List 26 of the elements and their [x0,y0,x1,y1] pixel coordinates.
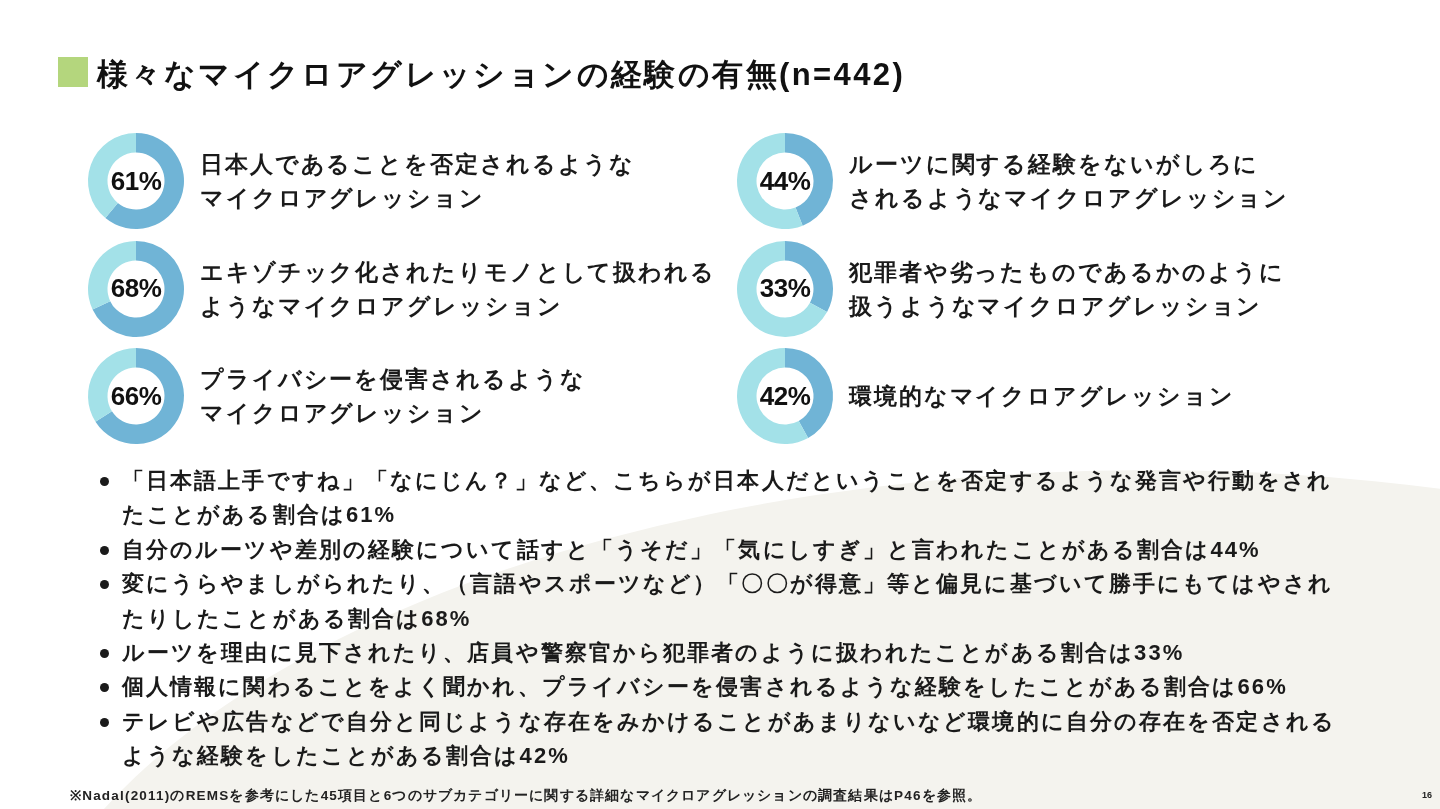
data-label: 61% [109,164,163,198]
donut-slice [737,348,809,444]
text: 日本人であることを否定されるようなマイクロアグレッション [200,150,636,213]
text: 「日本語上手ですね」「なにじん？」など、こちらが日本人だということを否定するような発言や行動をされたことがある割合は61% [122,468,1332,528]
donut-slice [92,240,184,337]
text: ルーツを理由に見下されたり、店員や警察官から犯罪者のように扱われたことがある割合は33% [122,640,1185,666]
text: ※Nadal(2011)のREMSを参考にした45項目と6つのサブカテゴリーに関する詳細なマイクロアグレッションの調査結果はP46を参照。 [70,787,983,805]
text: 変にうらやましがられたり、（言語やスポーツなど）「〇〇が得意」等と偏見に基づいて勝手にもてはやされたりしたことがある割合は68% [122,571,1333,631]
donut-slice [737,240,828,337]
data-label: 33% [758,272,812,305]
donut-slice [95,348,184,444]
text: 犯罪者や劣ったものであるかのように扱うようなマイクロアグレッション [849,257,1286,321]
donut-slice [105,133,184,229]
text: 個人情報に関わることをよく聞かれ、プライバシーを侵害されるような経験をしたことがある割合は66% [122,674,1288,700]
text: テレビや広告などで自分と同じような存在をみかけることがあまりないなど環境的に自分の存在を否定されるような経験をしたことがある割合は42% [122,708,1336,769]
text: 自分のルーツや差別の経験について話すと「うそだ」「気にしすぎ」と言われたことがある割合は44% [122,536,1261,562]
text: 様々なマイクロアグレッションの経験の有無(n=442) [97,56,906,94]
data-label: 66% [109,379,163,413]
data-label: 68% [109,272,163,305]
data-label: 44% [758,164,812,198]
text: プライバシーを侵害されるようなマイクロアグレッション [200,365,586,428]
text: 16 [1421,790,1432,800]
text: ルーツに関する経験をないがしろにされるようなマイクロアグレッション [849,150,1290,213]
text: 環境的なマイクロアグレッション [849,382,1235,411]
text: エキゾチック化されたりモノとして扱われるようなマイクロアグレッション [200,257,716,321]
data-label: 42% [758,379,812,413]
